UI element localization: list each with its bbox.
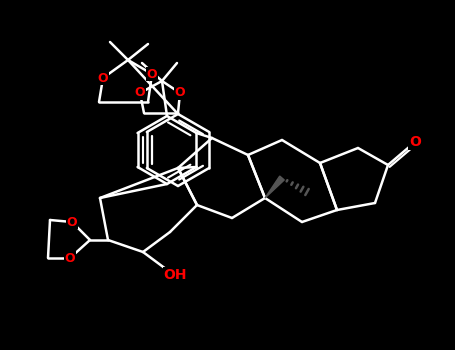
Polygon shape bbox=[265, 176, 284, 198]
Text: O: O bbox=[147, 68, 157, 80]
Text: O: O bbox=[65, 252, 76, 265]
Text: OH: OH bbox=[163, 268, 187, 282]
Text: O: O bbox=[135, 86, 145, 99]
Text: O: O bbox=[175, 86, 185, 99]
Text: O: O bbox=[409, 135, 421, 149]
Text: O: O bbox=[98, 71, 108, 84]
Text: O: O bbox=[67, 216, 77, 229]
